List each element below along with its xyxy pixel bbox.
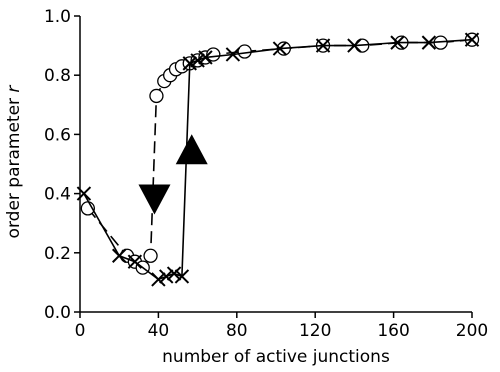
series-circle — [80, 32, 480, 275]
y-tick-label: 0.2 — [44, 244, 71, 264]
x-tick-label: 80 — [226, 321, 248, 341]
series-x — [76, 32, 480, 287]
data-point-circle — [237, 44, 252, 59]
y-tick-label: 1.0 — [44, 7, 71, 27]
y-ticks: 0.0 0.2 0.4 0.6 0.8 1.0 — [44, 7, 80, 323]
plot-area: 0 40 80 120 160 200 0.0 0.2 0.4 0.6 0.8 1.0 — [44, 7, 488, 341]
y-tick-label: 0.0 — [44, 303, 71, 323]
data-point-cross — [159, 269, 174, 284]
arrow-down-annotation — [138, 184, 171, 215]
x-axis-label: number of active junctions — [162, 347, 390, 367]
data-point-cross — [347, 38, 362, 53]
data-point-cross — [315, 38, 331, 53]
data-point-cross — [174, 269, 190, 284]
data-point-cross — [225, 47, 241, 62]
data-point-cross — [111, 248, 127, 263]
data-point-cross — [182, 56, 197, 71]
x-tick-label: 0 — [75, 321, 86, 341]
series-line-circle — [87, 38, 473, 269]
data-point-cross — [76, 186, 92, 201]
data-point-cross — [421, 35, 437, 50]
y-axis-label-variable: r — [4, 85, 24, 93]
x-tick-label: 200 — [456, 321, 488, 341]
y-axis-label: order parameter r — [4, 85, 24, 239]
arrow-up-annotation — [175, 134, 208, 165]
annotation-layer — [138, 134, 208, 215]
data-point-cross — [464, 32, 480, 47]
x-tick-label: 40 — [148, 321, 170, 341]
x-tick-label: 120 — [299, 321, 331, 341]
y-tick-label: 0.6 — [44, 125, 71, 145]
y-tick-label: 0.4 — [44, 185, 71, 205]
data-point-cross — [272, 41, 288, 56]
data-point-cross — [198, 50, 213, 65]
data-point-cross — [151, 272, 166, 287]
x-tick-label: 160 — [377, 321, 409, 341]
data-point-circle — [206, 47, 221, 62]
series-line-x — [83, 38, 473, 281]
series-layer — [76, 32, 480, 287]
data-point-cross — [166, 266, 182, 281]
data-point-cross — [127, 254, 143, 269]
data-point-circle — [149, 88, 164, 104]
data-point-circle — [143, 248, 158, 263]
x-ticks: 0 40 80 120 160 200 — [75, 312, 488, 341]
data-point-cross — [190, 53, 205, 68]
data-point-cross — [390, 35, 405, 50]
y-axis-label-text: order parameter — [4, 93, 24, 239]
y-tick-label: 0.8 — [44, 66, 71, 86]
